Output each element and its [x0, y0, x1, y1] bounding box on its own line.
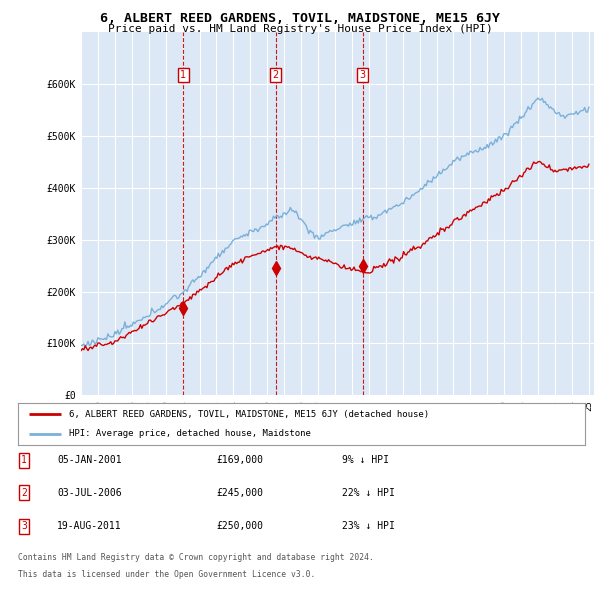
Text: 1: 1 [21, 455, 27, 465]
Text: Contains HM Land Registry data © Crown copyright and database right 2024.: Contains HM Land Registry data © Crown c… [18, 553, 374, 562]
Text: 6, ALBERT REED GARDENS, TOVIL, MAIDSTONE, ME15 6JY: 6, ALBERT REED GARDENS, TOVIL, MAIDSTONE… [100, 12, 500, 25]
Text: 03-JUL-2006: 03-JUL-2006 [57, 488, 122, 497]
Text: 3: 3 [359, 70, 365, 80]
Text: 23% ↓ HPI: 23% ↓ HPI [342, 522, 395, 531]
Text: HPI: Average price, detached house, Maidstone: HPI: Average price, detached house, Maid… [69, 430, 311, 438]
Text: 2: 2 [21, 488, 27, 497]
Text: 19-AUG-2011: 19-AUG-2011 [57, 522, 122, 531]
Text: Price paid vs. HM Land Registry's House Price Index (HPI): Price paid vs. HM Land Registry's House … [107, 24, 493, 34]
Text: £250,000: £250,000 [216, 522, 263, 531]
Text: 9% ↓ HPI: 9% ↓ HPI [342, 455, 389, 465]
Text: This data is licensed under the Open Government Licence v3.0.: This data is licensed under the Open Gov… [18, 571, 316, 579]
Text: 3: 3 [21, 522, 27, 531]
Text: 05-JAN-2001: 05-JAN-2001 [57, 455, 122, 465]
Text: 1: 1 [180, 70, 187, 80]
Text: 2: 2 [272, 70, 279, 80]
Text: 22% ↓ HPI: 22% ↓ HPI [342, 488, 395, 497]
Text: £169,000: £169,000 [216, 455, 263, 465]
Text: 6, ALBERT REED GARDENS, TOVIL, MAIDSTONE, ME15 6JY (detached house): 6, ALBERT REED GARDENS, TOVIL, MAIDSTONE… [69, 410, 429, 419]
Text: £245,000: £245,000 [216, 488, 263, 497]
